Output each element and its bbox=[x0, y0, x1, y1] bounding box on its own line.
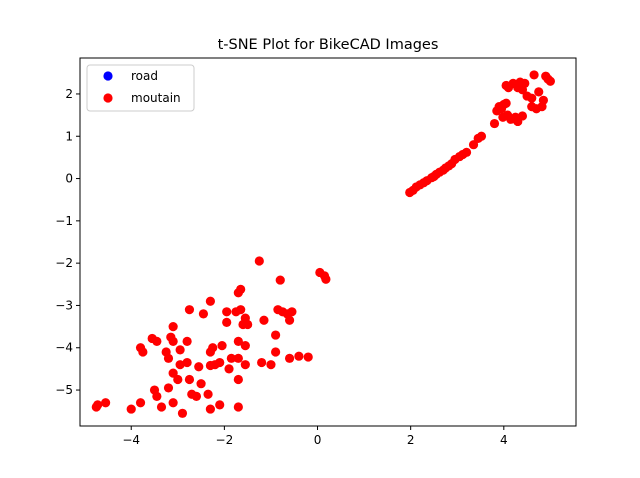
legend-label-moutain: moutain bbox=[131, 91, 181, 105]
data-point-moutain bbox=[184, 305, 195, 315]
data-point-moutain bbox=[222, 307, 232, 317]
data-point-moutain bbox=[529, 70, 539, 80]
x-tick-label: 2 bbox=[407, 433, 415, 447]
points-layer bbox=[91, 70, 555, 418]
data-point-moutain bbox=[501, 80, 511, 91]
data-point-moutain bbox=[461, 147, 472, 157]
x-tick-label: −2 bbox=[216, 433, 234, 447]
data-point-moutain bbox=[163, 353, 174, 363]
axes-frame bbox=[79, 57, 577, 427]
data-point-moutain bbox=[243, 319, 253, 330]
legend-marker-moutain bbox=[103, 93, 113, 103]
legend-marker-road bbox=[103, 71, 113, 81]
data-point-moutain bbox=[303, 352, 313, 362]
data-point-moutain bbox=[271, 347, 281, 357]
data-point-moutain bbox=[257, 357, 267, 368]
data-point-moutain bbox=[184, 374, 195, 385]
data-point-moutain bbox=[177, 408, 188, 418]
data-point-moutain bbox=[187, 389, 197, 399]
data-point-moutain bbox=[233, 402, 243, 412]
data-point-moutain bbox=[138, 347, 148, 357]
data-point-moutain bbox=[236, 284, 246, 294]
data-point-moutain bbox=[254, 256, 264, 266]
data-point-moutain bbox=[101, 398, 111, 408]
x-tick-label: 4 bbox=[500, 433, 508, 447]
data-point-moutain bbox=[233, 353, 243, 363]
axes-layer: −4 −2 0 2 4 2 1 0 −1 −2 −3 −4 −5 bbox=[55, 57, 577, 447]
data-point-moutain bbox=[173, 374, 183, 385]
data-point-moutain bbox=[93, 400, 103, 410]
y-tick-label: −5 bbox=[55, 383, 73, 397]
y-tick-label: −2 bbox=[55, 256, 73, 270]
data-point-moutain bbox=[217, 341, 227, 351]
data-point-moutain bbox=[520, 78, 530, 88]
data-point-moutain bbox=[135, 398, 146, 408]
y-tick-label: −3 bbox=[55, 298, 73, 312]
data-point-moutain bbox=[152, 391, 162, 401]
data-point-moutain bbox=[168, 368, 178, 378]
data-point-moutain bbox=[168, 398, 178, 408]
data-point-moutain bbox=[534, 87, 544, 97]
legend: road moutain bbox=[86, 64, 195, 112]
data-point-moutain bbox=[222, 317, 232, 327]
data-point-moutain bbox=[205, 296, 215, 306]
data-point-moutain bbox=[163, 383, 174, 393]
data-point-moutain bbox=[194, 362, 204, 372]
data-point-moutain bbox=[287, 307, 297, 317]
data-point-moutain bbox=[489, 118, 500, 129]
data-point-moutain bbox=[196, 379, 206, 389]
data-point-moutain bbox=[284, 353, 295, 363]
legend-label-road: road bbox=[131, 69, 158, 83]
data-point-moutain bbox=[545, 76, 555, 86]
data-point-moutain bbox=[266, 360, 276, 370]
data-point-moutain bbox=[517, 111, 528, 121]
data-point-moutain bbox=[240, 360, 250, 370]
data-point-moutain bbox=[538, 95, 549, 105]
data-point-moutain bbox=[152, 336, 162, 346]
data-point-moutain bbox=[205, 404, 215, 414]
y-tick-label: 2 bbox=[65, 87, 73, 101]
data-point-moutain bbox=[522, 91, 532, 101]
data-point-moutain bbox=[182, 357, 192, 368]
y-tick-label: 0 bbox=[65, 172, 73, 186]
data-point-moutain bbox=[501, 98, 511, 108]
data-point-moutain bbox=[284, 315, 295, 325]
data-point-moutain bbox=[476, 131, 487, 141]
data-point-moutain bbox=[224, 364, 234, 374]
data-point-moutain bbox=[198, 309, 209, 319]
data-point-moutain bbox=[321, 274, 331, 284]
data-point-moutain bbox=[175, 360, 185, 370]
data-point-moutain bbox=[215, 400, 225, 410]
data-point-moutain bbox=[182, 336, 192, 346]
data-point-moutain bbox=[468, 140, 479, 150]
data-point-moutain bbox=[126, 404, 136, 414]
data-point-moutain bbox=[233, 336, 243, 346]
y-tick-label: −1 bbox=[55, 214, 73, 228]
data-point-moutain bbox=[226, 353, 236, 363]
data-point-moutain bbox=[168, 322, 178, 332]
data-point-moutain bbox=[259, 315, 269, 325]
data-point-moutain bbox=[168, 336, 178, 346]
y-tick-label: −4 bbox=[55, 341, 73, 355]
x-tick-label: −4 bbox=[122, 433, 140, 447]
data-point-moutain bbox=[294, 351, 304, 361]
data-point-moutain bbox=[275, 275, 285, 285]
x-tick-label: 0 bbox=[314, 433, 322, 447]
chart-title: t-SNE Plot for BikeCAD Images bbox=[218, 37, 439, 53]
data-point-moutain bbox=[203, 389, 213, 399]
data-point-moutain bbox=[240, 341, 250, 351]
data-point-moutain bbox=[156, 402, 167, 412]
data-point-moutain bbox=[233, 374, 243, 385]
data-point-moutain bbox=[236, 305, 246, 315]
y-tick-label: 1 bbox=[65, 129, 73, 143]
data-point-moutain bbox=[215, 357, 225, 368]
data-point-moutain bbox=[175, 345, 185, 355]
legend-box bbox=[86, 64, 195, 112]
data-point-moutain bbox=[271, 330, 281, 340]
data-point-moutain bbox=[208, 343, 218, 353]
